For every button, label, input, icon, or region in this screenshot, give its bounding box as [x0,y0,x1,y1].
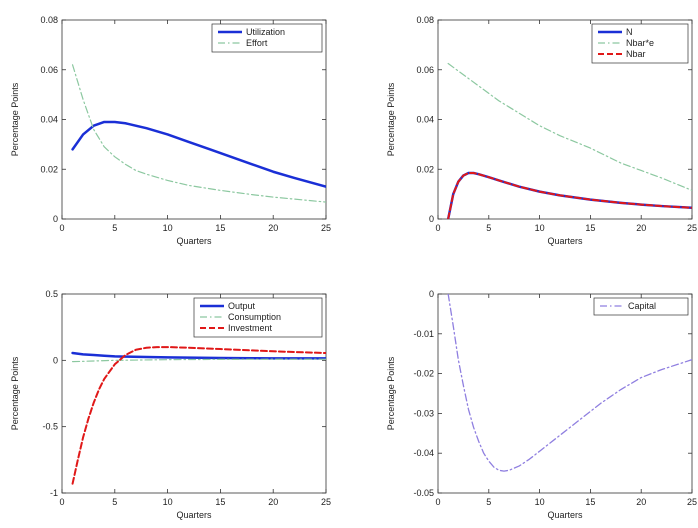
panel-output-consumption-investment: 0 5 10 15 20 25 -1 -0.5 0 0.5 Quarters Percentage P… [10,289,331,520]
x-tick-label: 0 [59,497,64,507]
x-tick-label: 10 [535,223,545,233]
legend-label: N [626,27,633,37]
y-tick-label: -1 [50,488,58,498]
series-line-utilization [71,120,326,188]
y-tick-label: 0.06 [40,65,58,75]
y-tick-label: 0.08 [416,15,434,25]
x-tick-label: 5 [486,223,491,233]
y-tick-label: -0.03 [413,408,434,418]
legend-label: Nbar*e [626,38,654,48]
x-tick-label: 20 [268,497,278,507]
legend-box [211,23,323,53]
legend: Capital [593,297,689,316]
y-tick-label: -0.04 [413,448,434,458]
x-axis-label: Quarters [547,236,583,246]
x-tick-label: 5 [112,497,117,507]
series-line-output [71,351,326,360]
series-line-nbar [447,171,692,219]
x-tick-label: 20 [636,497,646,507]
y-tick-label: 0.02 [416,164,434,174]
y-tick-label: 0 [53,214,58,224]
legend-label: Nbar [626,49,646,59]
y-tick-label: 0.5 [45,289,58,299]
y-tick-label: -0.05 [413,488,434,498]
x-axis-label: Quarters [547,510,583,520]
y-tick-label: 0 [53,355,58,365]
x-tick-label: 25 [321,223,331,233]
y-tick-label: -0.01 [413,329,434,339]
y-tick-label: 0.08 [40,15,58,25]
y-tick-label: 0.02 [40,164,58,174]
x-tick-label: 10 [535,497,545,507]
x-tick-label: 5 [486,497,491,507]
legend-label: Effort [246,38,268,48]
series-line-effort [71,64,326,203]
x-tick-label: 20 [268,223,278,233]
x-tick-label: 0 [435,223,440,233]
x-tick-label: 25 [687,223,697,233]
legend-label: Capital [628,301,656,311]
y-axis-label: Percentage Points [386,356,396,430]
plot-frame [437,293,693,494]
x-tick-label: 15 [215,223,225,233]
y-tick-label: -0.5 [42,422,58,432]
x-tick-label: 15 [585,223,595,233]
x-tick-label: 0 [435,497,440,507]
y-axis-label: Percentage Points [386,82,396,156]
x-tick-label: 20 [636,223,646,233]
panel-n-nbar: 0 5 10 15 20 25 0 0.02 0.04 0.06 0.08 Quarters Perce… [386,15,697,246]
y-axis-label: Percentage Points [10,356,20,430]
x-tick-label: 10 [163,497,173,507]
panel-capital: 0 5 10 15 20 25 -0.05 -0.04 -0.03 -0.02 -0.01 0 Quar… [386,289,697,520]
y-tick-label: 0.04 [416,115,434,125]
y-tick-label: 0.06 [416,65,434,75]
x-tick-label: 25 [321,497,331,507]
x-tick-label: 15 [585,497,595,507]
x-tick-label: 5 [112,223,117,233]
x-axis-label: Quarters [176,236,212,246]
x-tick-label: 0 [59,223,64,233]
legend-label: Consumption [228,312,281,322]
series-line-investment [71,346,326,485]
x-tick-label: 10 [163,223,173,233]
legend-label: Output [228,301,256,311]
series-line-capital [447,294,692,472]
y-tick-label: -0.02 [413,369,434,379]
x-axis-label: Quarters [176,510,212,520]
series-line-nbar-e [447,62,692,191]
y-axis-label: Percentage Points [10,82,20,156]
legend-label: Utilization [246,27,285,37]
y-tick-label: 0 [429,214,434,224]
x-tick-label: 15 [215,497,225,507]
legend-label: Investment [228,323,273,333]
legend-box [593,297,689,316]
y-tick-label: 0 [429,289,434,299]
y-tick-label: 0.04 [40,115,58,125]
x-tick-label: 25 [687,497,697,507]
panel-utilization-effort: 0 5 10 15 20 25 0 0.02 0.04 0.06 0.08 Quarters Perce… [10,15,331,246]
